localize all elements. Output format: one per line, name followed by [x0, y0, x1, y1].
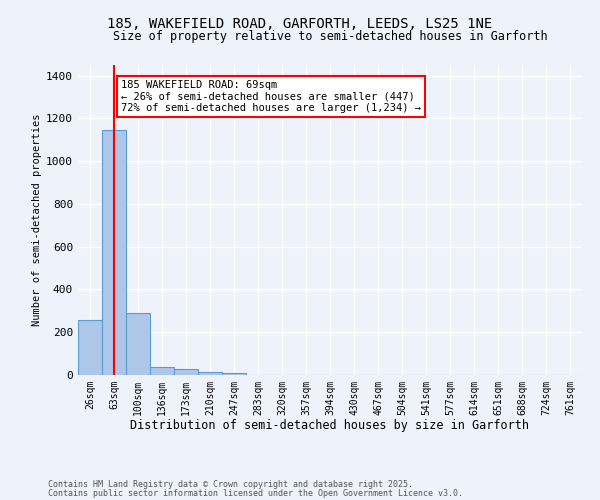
Bar — [78, 320, 102, 375]
Bar — [198, 372, 222, 375]
Text: 185 WAKEFIELD ROAD: 69sqm
← 26% of semi-detached houses are smaller (447)
72% of: 185 WAKEFIELD ROAD: 69sqm ← 26% of semi-… — [121, 80, 421, 113]
Bar — [150, 367, 174, 375]
X-axis label: Distribution of semi-detached houses by size in Garforth: Distribution of semi-detached houses by … — [131, 420, 530, 432]
Text: Contains HM Land Registry data © Crown copyright and database right 2025.: Contains HM Land Registry data © Crown c… — [48, 480, 413, 489]
Title: Size of property relative to semi-detached houses in Garforth: Size of property relative to semi-detach… — [113, 30, 547, 43]
Text: Contains public sector information licensed under the Open Government Licence v3: Contains public sector information licen… — [48, 489, 463, 498]
Text: 185, WAKEFIELD ROAD, GARFORTH, LEEDS, LS25 1NE: 185, WAKEFIELD ROAD, GARFORTH, LEEDS, LS… — [107, 18, 493, 32]
Bar — [222, 373, 246, 375]
Bar — [126, 313, 150, 375]
Bar — [102, 130, 126, 375]
Bar — [174, 368, 198, 375]
Y-axis label: Number of semi-detached properties: Number of semi-detached properties — [32, 114, 42, 326]
